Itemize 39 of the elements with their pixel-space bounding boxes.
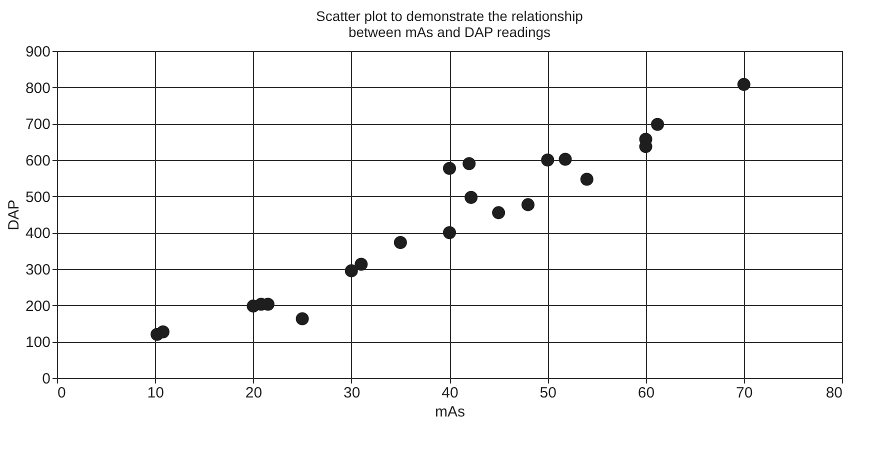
text: Scatter plot to demonstrate the relationship [316, 8, 583, 24]
point [354, 258, 368, 271]
y-tick-label: 400 [25, 225, 50, 242]
x-tick-label: 80 [826, 384, 842, 402]
point [737, 78, 750, 91]
y-tick-label: 700 [25, 116, 50, 134]
x-tick-label: 30 [344, 384, 360, 402]
point [558, 152, 572, 166]
y-tick-label: 300 [25, 262, 50, 278]
point [462, 157, 476, 170]
point [464, 190, 478, 204]
x-tick-label: 60 [638, 384, 655, 402]
point [541, 153, 554, 167]
x-tick-label: 10 [147, 384, 164, 402]
y-tick-label: 0 [42, 370, 50, 388]
point [442, 226, 456, 240]
point [296, 312, 309, 326]
x-axis-title: mAs [435, 404, 465, 420]
x-tick-label: 50 [540, 384, 556, 402]
x-tick-label: 0 [58, 384, 66, 402]
y-tick-label: 200 [25, 298, 50, 315]
x-tick-label: 40 [442, 384, 458, 402]
y-tick-label: 800 [25, 80, 50, 97]
y-tick-label: 900 [25, 44, 50, 60]
point [442, 162, 456, 175]
x-tick-label: 70 [736, 384, 753, 402]
y-tick-label: 600 [25, 152, 50, 170]
point [580, 172, 594, 186]
point [651, 118, 664, 131]
y-tick-label: 500 [25, 188, 50, 206]
text: between mAs and DAP readings [348, 24, 551, 40]
point [156, 325, 170, 338]
x-tick-label: 20 [245, 384, 262, 402]
point [344, 264, 358, 278]
y-tick-label: 100 [25, 334, 50, 352]
point [521, 198, 535, 212]
point [394, 236, 407, 249]
y-axis-title: DAP [5, 200, 22, 230]
point [492, 206, 506, 220]
